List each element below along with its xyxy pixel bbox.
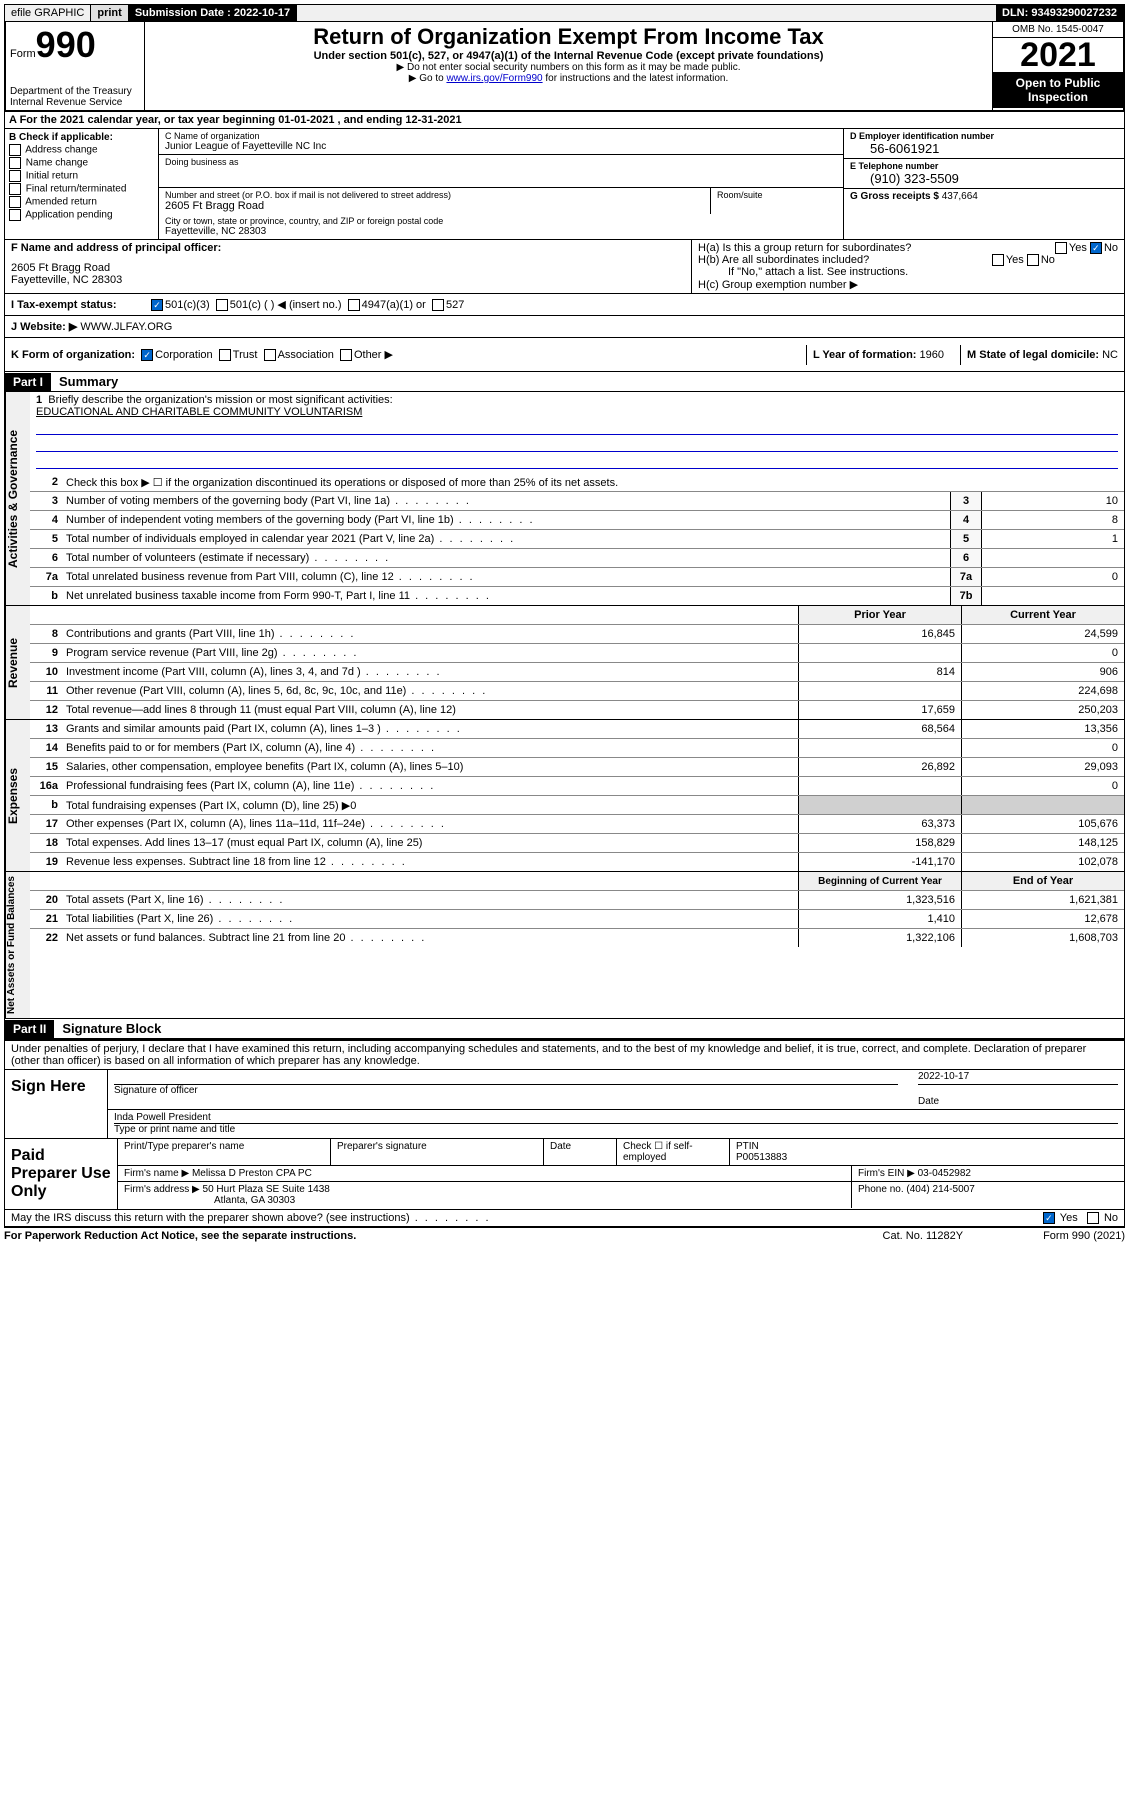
row-i-tax-status: I Tax-exempt status: 501(c)(3) 501(c) ( …	[4, 294, 1125, 316]
col-b-checkboxes: B Check if applicable: Address change Na…	[5, 129, 159, 239]
form-header: Form990 Department of the Treasury Inter…	[4, 22, 1125, 112]
entity-block: B Check if applicable: Address change Na…	[4, 129, 1125, 240]
spacer	[297, 11, 996, 15]
expenses-section: Expenses 13Grants and similar amounts pa…	[4, 720, 1125, 872]
row-a-tax-year: A For the 2021 calendar year, or tax yea…	[4, 112, 1125, 129]
col-de: D Employer identification number 56-6061…	[843, 129, 1124, 239]
header-mid: Return of Organization Exempt From Incom…	[145, 22, 992, 110]
top-bar: efile GRAPHIC print Submission Date : 20…	[4, 4, 1125, 22]
row-j-website: J Website: ▶ WWW.JLFAY.ORG	[4, 316, 1125, 338]
submission-date: Submission Date : 2022-10-17	[129, 5, 297, 21]
governance-section: Activities & Governance 1 Briefly descri…	[4, 392, 1125, 606]
part1-header: Part I Summary	[4, 372, 1125, 392]
row-k-org-form: K Form of organization: Corporation Trus…	[4, 338, 1125, 372]
col-c-entity: C Name of organization Junior League of …	[159, 129, 843, 239]
page-footer: For Paperwork Reduction Act Notice, see …	[4, 1227, 1125, 1244]
dln: DLN: 93493290027232	[996, 5, 1124, 21]
header-left: Form990 Department of the Treasury Inter…	[6, 22, 145, 110]
header-right: OMB No. 1545-0047 2021 Open to Public In…	[992, 22, 1123, 110]
lower-entity: F Name and address of principal officer:…	[4, 240, 1125, 294]
revenue-section: Revenue Prior YearCurrent Year 8Contribu…	[4, 606, 1125, 720]
print-button[interactable]: print	[91, 5, 128, 21]
netassets-section: Net Assets or Fund Balances Beginning of…	[4, 872, 1125, 1019]
part2-header: Part II Signature Block	[4, 1019, 1125, 1039]
signature-block: Under penalties of perjury, I declare th…	[4, 1039, 1125, 1227]
form-title: Return of Organization Exempt From Incom…	[149, 24, 988, 50]
efile-label: efile GRAPHIC	[5, 5, 91, 21]
irs-link[interactable]: www.irs.gov/Form990	[446, 73, 542, 84]
